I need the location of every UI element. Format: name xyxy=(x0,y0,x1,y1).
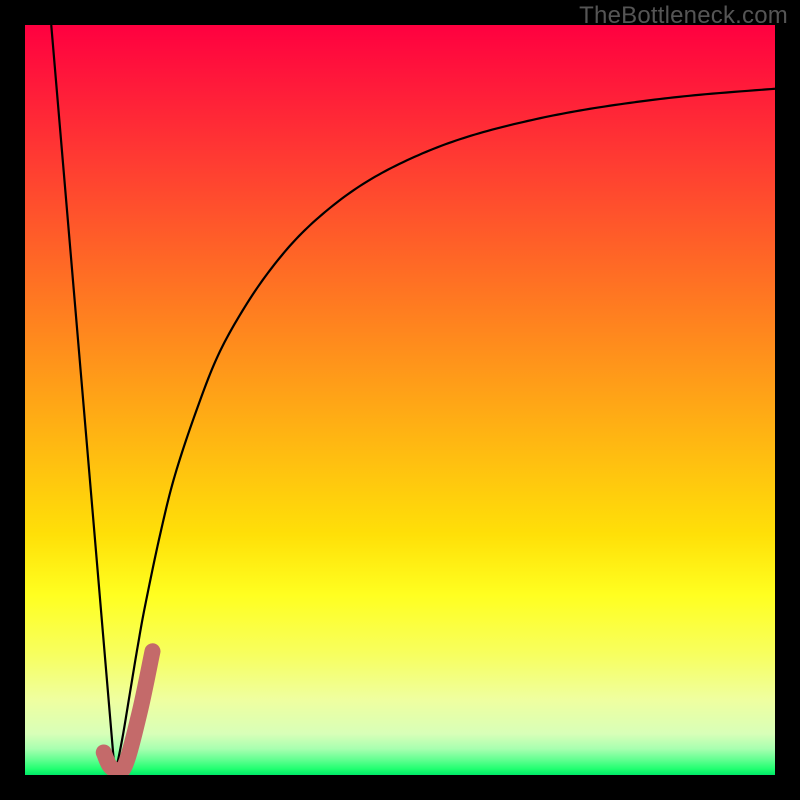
bottleneck-chart xyxy=(0,0,800,800)
chart-container: TheBottleneck.com xyxy=(0,0,800,800)
watermark-text: TheBottleneck.com xyxy=(579,2,788,30)
gradient-background xyxy=(25,25,775,775)
